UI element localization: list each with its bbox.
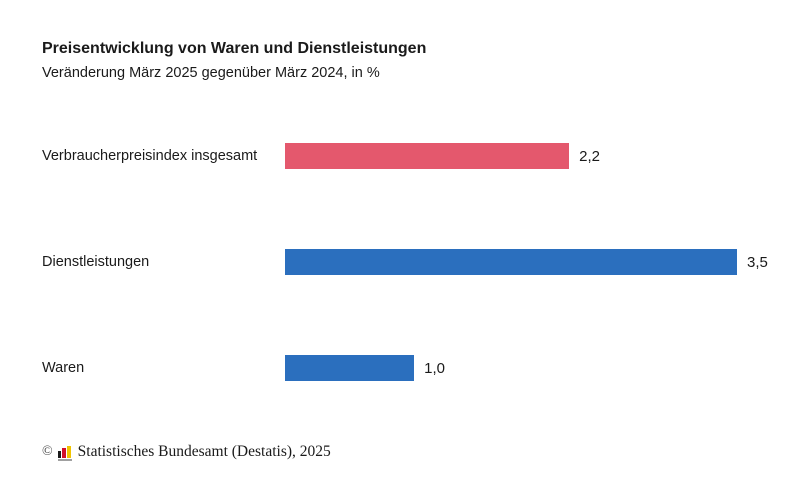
- copyright-symbol: ©: [42, 444, 53, 459]
- category-label: Waren: [42, 360, 85, 376]
- logo-bar-gold: [66, 445, 71, 458]
- source-text: Statistisches Bundesamt (Destatis), 2025: [77, 443, 331, 460]
- destatis-logo-icon: [57, 445, 72, 461]
- value-label: 2,2: [579, 147, 600, 165]
- logo-bar-red: [61, 447, 66, 458]
- category-label: Verbraucherpreisindex insgesamt: [42, 148, 258, 164]
- bar-row-verbraucherpreisindex: Verbraucherpreisindex insgesamt 2,2: [42, 143, 760, 169]
- bar-row-waren: Waren 1,0: [42, 355, 760, 381]
- source-attribution: © Statistisches Bundesamt (Destatis), 20…: [42, 443, 760, 461]
- bar-track: 3,5: [285, 249, 768, 275]
- bar-chart: Verbraucherpreisindex insgesamt 2,2 Dien…: [42, 143, 768, 381]
- value-label: 3,5: [747, 253, 768, 271]
- bar-track: 2,2: [285, 143, 737, 169]
- bar-verbraucherpreisindex: [285, 143, 570, 169]
- bar-dienstleistungen: [285, 249, 737, 275]
- category-label: Dienstleistungen: [42, 254, 150, 270]
- bar-track: 1,0: [285, 355, 737, 381]
- logo-bar-black: [57, 450, 61, 458]
- bar-row-dienstleistungen: Dienstleistungen 3,5: [42, 249, 768, 275]
- value-label: 1,0: [424, 359, 445, 377]
- chart-title: Preisentwicklung von Waren und Dienstlei…: [42, 40, 427, 57]
- bar-waren: [285, 355, 415, 381]
- chart-subtitle: Veränderung März 2025 gegenüber März 202…: [42, 65, 380, 81]
- logo-baseline: [57, 458, 72, 461]
